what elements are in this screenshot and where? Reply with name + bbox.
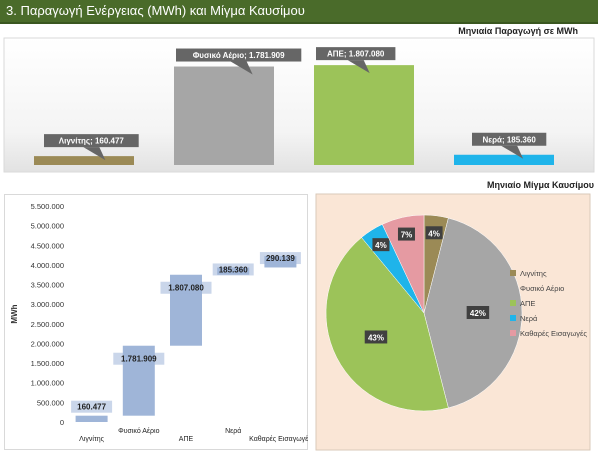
y-tick-label: 1.000.000 <box>31 379 64 388</box>
waterfall-label-box <box>212 263 254 276</box>
waterfall-svg: 0 500.000 1.000.000 1.500.000 2.000.000 2.500… <box>4 194 312 450</box>
y-tick-label: 4.000.000 <box>31 261 64 270</box>
x-category-label: ΑΠΕ <box>179 436 194 443</box>
legend-swatch-0 <box>510 270 516 276</box>
pie-data-label: 43% <box>368 333 384 342</box>
y-tick-label: 0 <box>60 418 64 427</box>
pie-slice-2 <box>325 237 449 412</box>
pie-label-box <box>372 238 390 252</box>
pie-chart-title: Μηνιαίο Μίγμα Καυσίμου <box>487 180 594 190</box>
waterfall-label-box <box>259 252 301 265</box>
pie-label-box <box>466 306 490 319</box>
y-tick-label: 500.000 <box>37 398 64 407</box>
y-tick-label: 4.500.000 <box>31 241 64 250</box>
bar-data-label-2: ΑΠΕ; 1.807.080 <box>316 47 396 74</box>
pie-data-label: 4% <box>375 241 387 250</box>
bar-data-label-0: Λιγνίτης; 160.477 <box>44 134 139 161</box>
bar-1 <box>174 66 274 165</box>
pie-data-label: 42% <box>470 309 486 318</box>
y-tick-label: 5.000.000 <box>31 222 64 231</box>
label-text: Λιγνίτης; 160.477 <box>59 137 125 146</box>
legend-label: Καθαρές Εισαγωγές <box>520 329 587 338</box>
label-pointer <box>230 61 253 75</box>
y-tick-label: 3.000.000 <box>31 300 64 309</box>
y-tick-label: 3.500.000 <box>31 281 64 290</box>
bar-data-label-3: Νερά; 185.360 <box>472 132 547 159</box>
label-text: Φυσικό Αέριο; 1.781.909 <box>193 51 285 60</box>
x-category-label: Καθαρές Εισαγωγές <box>249 435 308 443</box>
x-category-label: Λιγνίτης <box>79 435 104 443</box>
waterfall-data-label: 290.139 <box>266 254 295 263</box>
bar-chart-title: Μηνιαία Παραγωγή σε MWh <box>458 26 578 36</box>
fuel-mix-chart: Μηνιαίο Μίγμα Καυσίμου 4% 42% 43% 4% 7% Λιγνίτ… <box>314 176 598 453</box>
y-tick-label: 2.500.000 <box>31 320 64 329</box>
label-text: ΑΠΕ; 1.807.080 <box>327 50 385 59</box>
label-box <box>472 132 547 146</box>
pie-data-label: 7% <box>401 231 413 240</box>
legend-label: Φυσικό Αέριο <box>520 284 564 293</box>
x-category-label: Φυσικό Αέριο <box>118 427 159 435</box>
section-title: 3. Παραγωγή Ενέργειας (MWh) και Μίγμα Κα… <box>6 3 305 18</box>
label-pointer <box>83 147 106 161</box>
bar-data-label-1: Φυσικό Αέριο; 1.781.909 <box>176 48 302 75</box>
waterfall-data-label: 1.807.080 <box>168 284 204 293</box>
waterfall-frame <box>4 194 308 450</box>
legend-label: Λιγνίτης <box>520 269 547 278</box>
pie-data-label: 4% <box>428 229 440 238</box>
legend-swatch-3 <box>510 315 516 321</box>
y-tick-label: 2.000.000 <box>31 339 64 348</box>
bar-2 <box>314 65 414 165</box>
pie-label-box <box>364 330 388 344</box>
section-header: 3. Παραγωγή Ενέργειας (MWh) και Μίγμα Κα… <box>0 0 598 24</box>
waterfall-data-label: 185.360 <box>219 265 248 274</box>
legend-label: Νερά <box>520 314 538 323</box>
label-box <box>176 48 302 62</box>
waterfall-data-label: 160.477 <box>77 403 106 412</box>
legend-swatch-2 <box>510 300 516 306</box>
monthly-production-chart: Μηνιαία Παραγωγή σε MWh Λιγνίτης; 160.477… <box>0 24 598 174</box>
y-axis-label: MWh <box>10 304 19 323</box>
pie-label-box <box>397 227 415 241</box>
legend-swatch-4 <box>510 330 516 336</box>
waterfall-bar-0 <box>75 415 108 422</box>
label-box <box>316 47 396 61</box>
waterfall-label-box <box>113 352 165 365</box>
fuel-mix-svg: Μηνιαίο Μίγμα Καυσίμου 4% 42% 43% 4% 7% Λιγνίτ… <box>315 180 594 451</box>
waterfall-label-box <box>160 281 212 294</box>
legend-swatch-1 <box>510 285 516 291</box>
label-pointer <box>501 145 524 159</box>
waterfall-chart: 0 500.000 1.000.000 1.500.000 2.000.000 2.500… <box>4 194 312 450</box>
y-tick-label: 5.500.000 <box>31 202 64 211</box>
bar-3 <box>454 154 554 165</box>
label-text: Νερά; 185.360 <box>483 135 537 144</box>
x-category-label: Νερά <box>225 427 241 435</box>
waterfall-label-box <box>71 400 113 413</box>
y-tick-label: 1.500.000 <box>31 359 64 368</box>
label-box <box>44 134 139 148</box>
legend-label: ΑΠΕ <box>520 299 535 308</box>
bar-0 <box>34 156 134 165</box>
pie-label-box <box>425 226 443 240</box>
label-pointer <box>347 60 370 74</box>
monthly-production-svg: Μηνιαία Παραγωγή σε MWh Λιγνίτης; 160.477… <box>3 26 595 173</box>
waterfall-data-label: 1.781.909 <box>121 355 157 364</box>
